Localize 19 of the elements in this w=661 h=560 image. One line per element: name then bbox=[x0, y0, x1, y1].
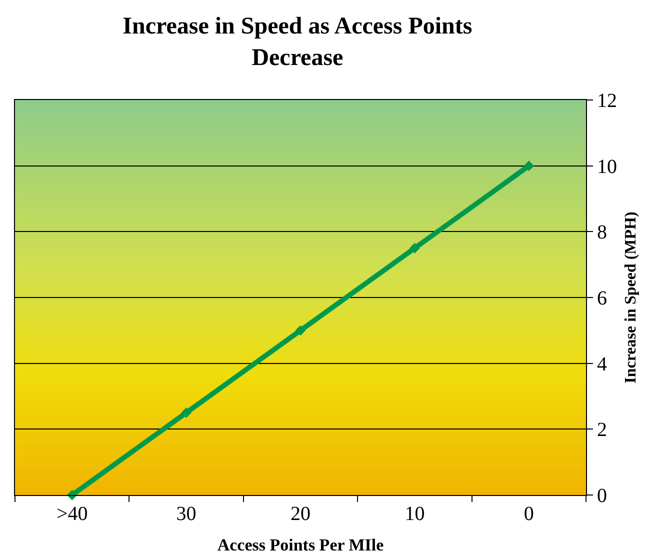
y-tick-label: 8 bbox=[597, 222, 607, 244]
y-tick-label: 4 bbox=[597, 353, 607, 376]
y-tick-label: 10 bbox=[597, 156, 617, 178]
point bbox=[181, 408, 192, 418]
x-tick-label: 30 bbox=[176, 503, 196, 525]
y-tick-label: 2 bbox=[597, 419, 607, 442]
x-axis-title: Access Points Per MIle bbox=[217, 535, 384, 554]
point bbox=[410, 242, 420, 254]
x-tick-label: 10 bbox=[404, 503, 425, 525]
y-tick-label: 0 bbox=[597, 485, 607, 507]
y-tick-label: 6 bbox=[597, 288, 607, 310]
y-axis-title: Increase in Speed (MPH) bbox=[622, 212, 640, 384]
y-tick-label: 12 bbox=[597, 90, 617, 112]
point bbox=[524, 160, 534, 172]
chart-title: Increase in Speed as Access Points Decrease bbox=[122, 14, 472, 71]
x-tick-label: >40 bbox=[56, 503, 88, 525]
x-tick-label: 20 bbox=[290, 503, 310, 525]
point bbox=[295, 325, 306, 336]
x-tick-label: 0 bbox=[524, 503, 534, 525]
